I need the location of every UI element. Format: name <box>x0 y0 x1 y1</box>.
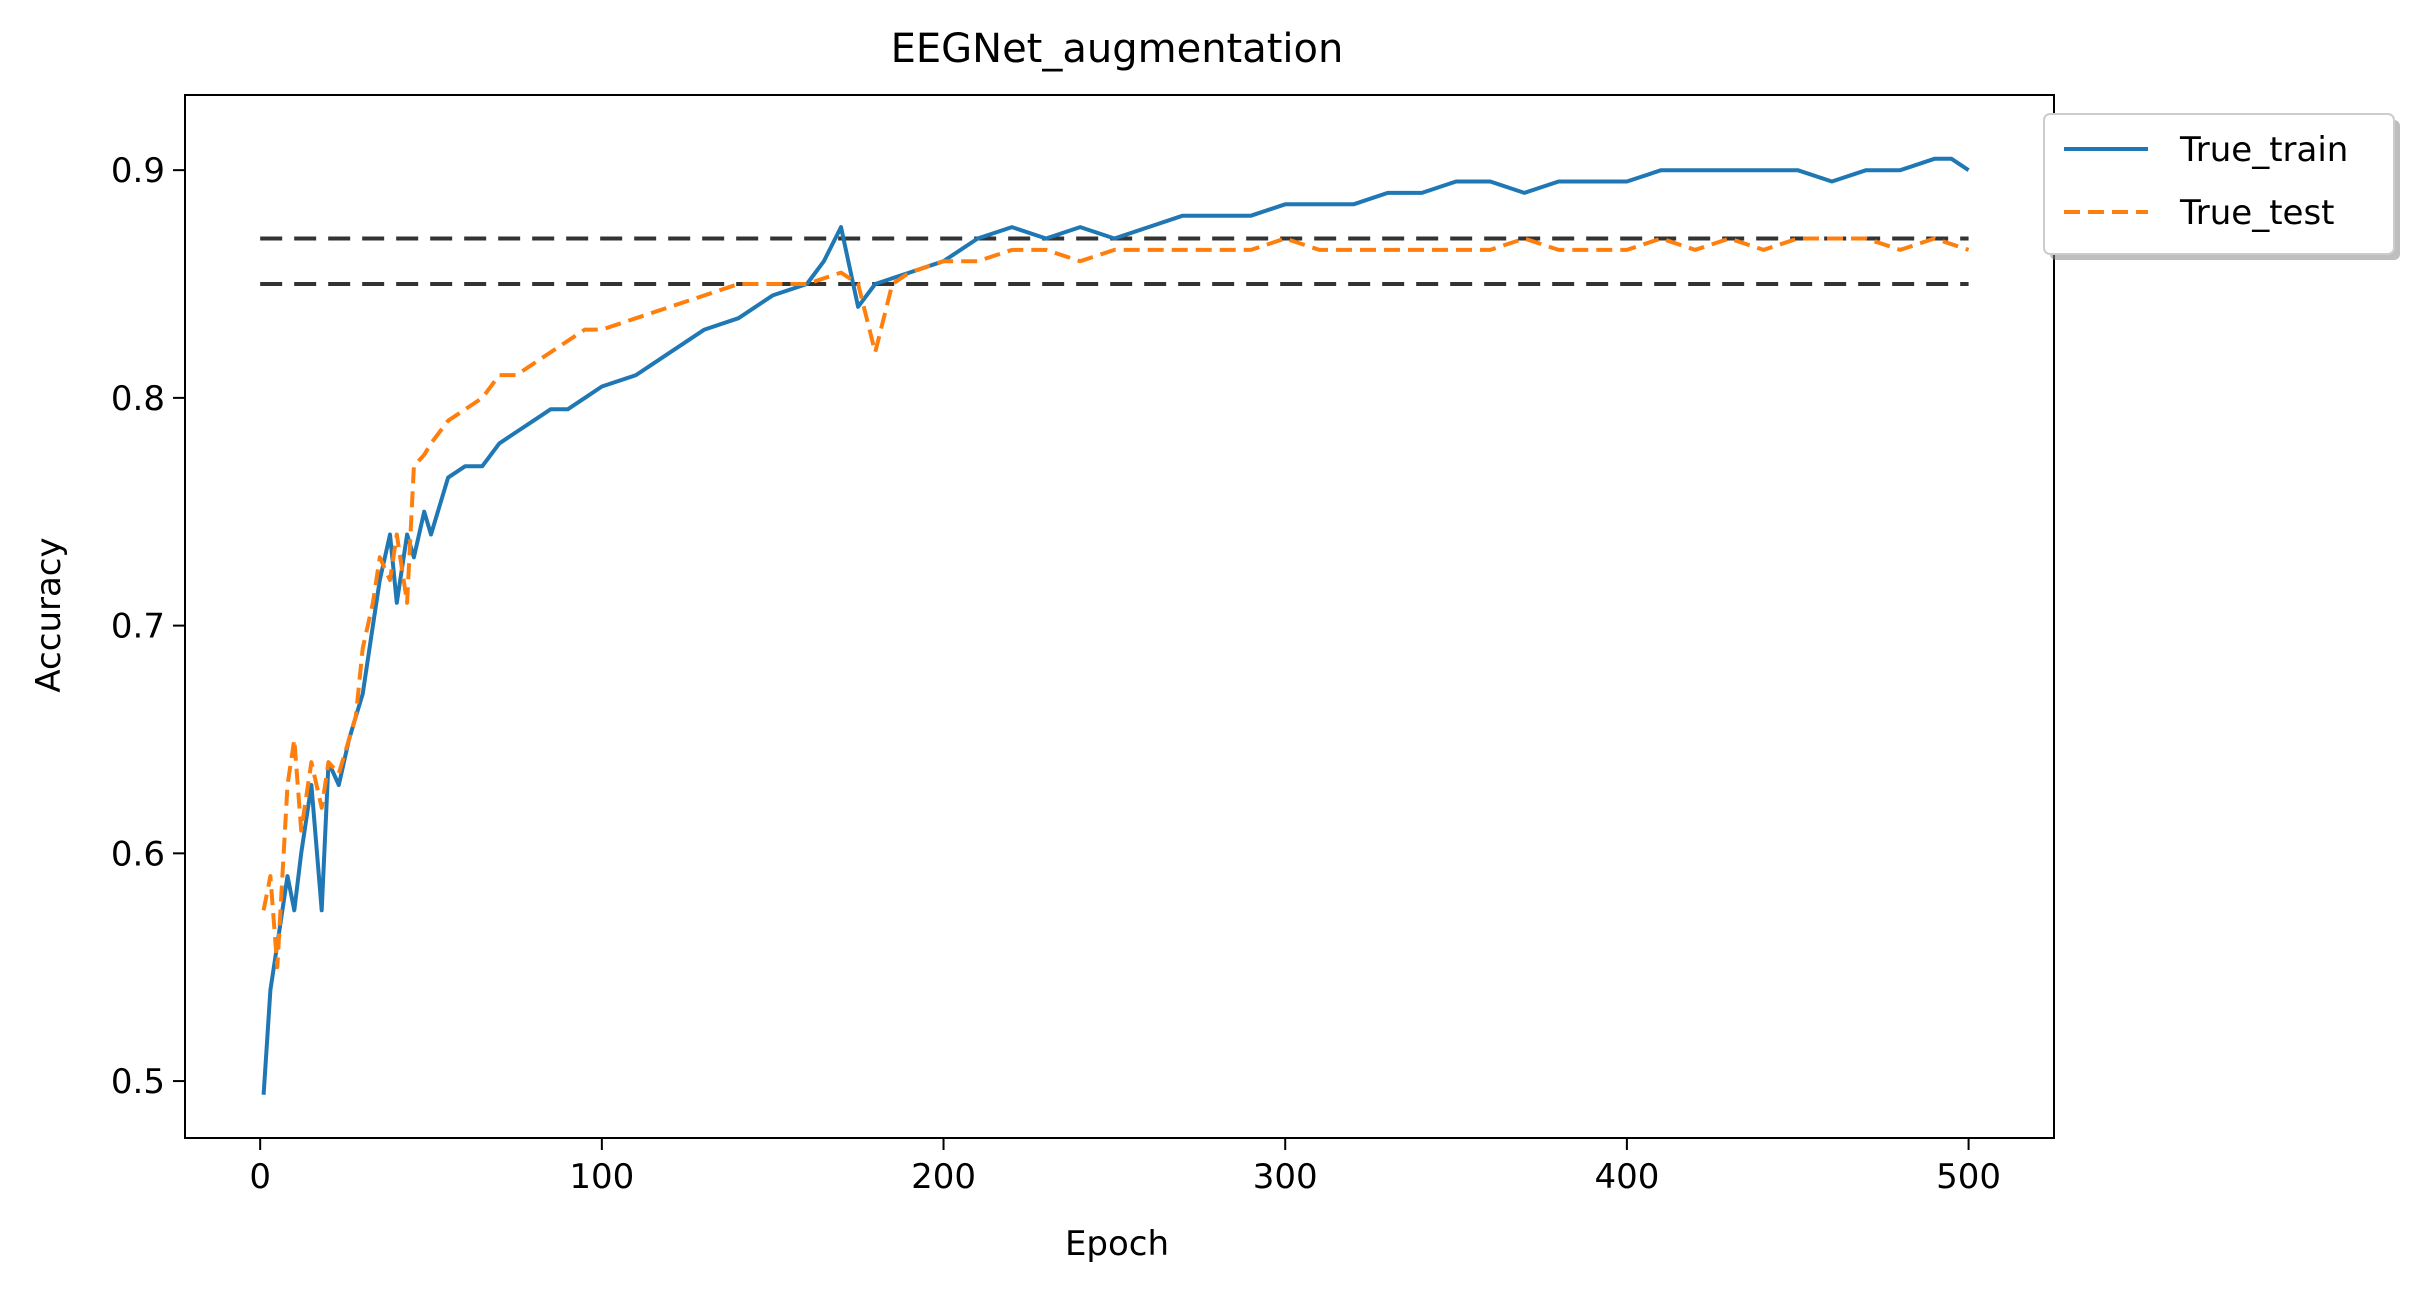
series-line-true-train <box>261 156 1970 1095</box>
legend-label-true-test: True_test <box>2179 193 2335 233</box>
x-axis-label: Epoch <box>1065 1224 1169 1264</box>
x-tick-label: 400 <box>1594 1157 1659 1197</box>
y-tick-label: 0.8 <box>111 379 165 419</box>
x-axis: 0 100 200 300 400 500 <box>249 1138 2001 1197</box>
plot-area-frame <box>184 94 2055 1139</box>
series-line-true-test <box>261 236 1970 970</box>
y-axis: 0.5 0.6 0.7 0.8 0.9 <box>111 151 185 1102</box>
legend-label-true-train: True_train <box>2179 130 2348 170</box>
x-tick-label: 0 <box>249 1157 271 1197</box>
x-tick-label: 300 <box>1253 1157 1318 1197</box>
x-tick-label: 500 <box>1936 1157 2001 1197</box>
x-tick-label: 200 <box>911 1157 976 1197</box>
y-tick-label: 0.5 <box>111 1062 165 1102</box>
legend: True_train True_test <box>2043 113 2400 260</box>
chart-title: EEGNet_augmentation <box>891 26 1344 72</box>
y-tick-label: 0.9 <box>111 151 165 191</box>
y-axis-label: Accuracy <box>29 537 69 692</box>
data-series <box>261 156 1970 1095</box>
x-tick-label: 100 <box>569 1157 634 1197</box>
y-tick-label: 0.7 <box>111 607 165 647</box>
y-tick-label: 0.6 <box>111 834 165 874</box>
